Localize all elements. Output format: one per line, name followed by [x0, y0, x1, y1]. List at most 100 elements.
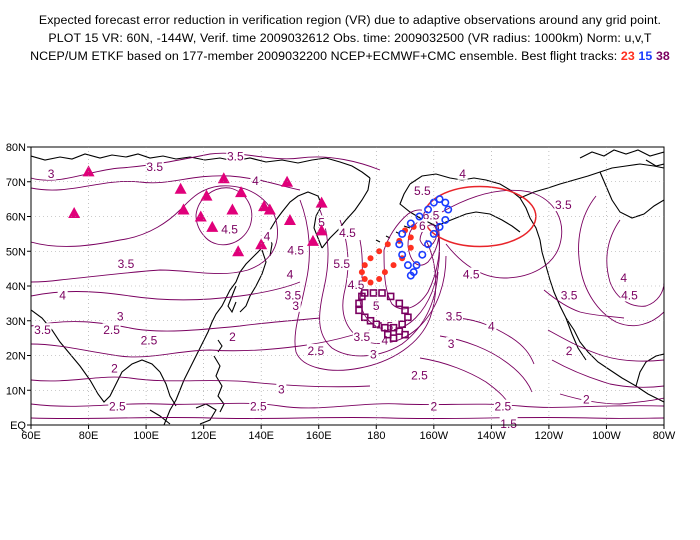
y-tick-label: 80N	[6, 142, 26, 154]
contour-label-bg	[499, 417, 518, 430]
raob-triangle	[315, 224, 328, 236]
contour-label: 2.5	[103, 323, 120, 337]
contour-label: 3	[370, 348, 377, 362]
contour-label-bg	[379, 333, 390, 347]
track-38-point	[398, 320, 406, 329]
contour-line	[31, 329, 371, 358]
contour-label: 3	[117, 309, 124, 323]
contour-label-bg	[347, 278, 366, 291]
contour-label-bg	[290, 298, 301, 312]
x-tick-label: 120W	[535, 430, 564, 442]
raob-triangle	[217, 172, 230, 184]
track-23-point	[367, 255, 374, 262]
contour-line	[31, 402, 664, 409]
contour-label-bg	[462, 267, 481, 281]
y-tick-label: 60N	[6, 212, 26, 224]
contour-label-bg	[554, 198, 573, 212]
track-23-point	[361, 276, 368, 283]
contour-label-bg	[446, 337, 457, 351]
track-15-label: 15	[638, 49, 653, 63]
track-23-point	[410, 223, 417, 230]
contour-label-bg	[375, 319, 394, 333]
contour-label-bg	[284, 267, 295, 281]
contour-label: 3	[448, 337, 455, 351]
x-tick-label: 80W	[653, 430, 676, 442]
contour-label: 4.5	[377, 320, 394, 334]
y-tick-label: 70N	[6, 177, 26, 189]
contour-label: 4.5	[348, 278, 365, 292]
coast-kamchatka	[321, 177, 371, 249]
raob-triangle	[232, 245, 245, 257]
contour-label-bg	[108, 399, 127, 413]
coast-canada-islands	[579, 149, 664, 159]
contour-label: 3	[278, 382, 285, 396]
track-38-point	[369, 289, 378, 297]
contour-labels: 3 3.53.544.5 4 4.555.53.543.532.522.52.5 2.5…	[33, 149, 639, 431]
contour-label-bg	[417, 218, 428, 232]
raob-triangle	[281, 175, 294, 187]
track-23-point	[376, 276, 383, 283]
contour-label-bg	[564, 344, 575, 358]
contour-label-bg	[338, 225, 357, 239]
raob-triangle	[283, 213, 296, 225]
contour-label-bg	[618, 271, 629, 285]
raob-triangle	[315, 196, 328, 208]
track-23-point	[390, 262, 397, 269]
track-23-point	[361, 262, 368, 269]
contour-label-bg	[413, 184, 432, 198]
contour-label: 2.5	[109, 400, 126, 414]
raob-triangle	[68, 207, 81, 219]
track-38-point	[401, 330, 409, 339]
contour-label-bg	[306, 344, 325, 358]
contour-line	[195, 187, 253, 246]
x-tick-label: 140W	[477, 430, 506, 442]
contour-label: 4.5	[339, 226, 356, 240]
contour-label-bg	[352, 330, 371, 344]
contour-label-bg	[250, 173, 261, 187]
y-tick-label: 50N	[6, 246, 26, 258]
contour-label-bg	[46, 166, 57, 180]
raob-triangle	[206, 220, 219, 232]
contour-line	[578, 195, 664, 326]
track-23-point	[381, 269, 388, 276]
contour-label-bg	[286, 243, 305, 257]
x-tick-label: 160E	[306, 430, 332, 442]
contour-label: 4.5	[287, 243, 304, 257]
track-23-point	[367, 279, 374, 286]
track-15-point	[441, 215, 450, 224]
contour-label: 5.5	[333, 257, 350, 271]
contour-label-bg	[444, 309, 463, 323]
raob-triangle	[174, 182, 187, 194]
y-tick-label: 10N	[6, 385, 26, 397]
contour-label: 4.5	[463, 268, 480, 282]
contour-label: 3	[48, 167, 55, 181]
contour-label-bg	[332, 257, 351, 271]
raob-triangle	[194, 210, 207, 222]
contour-label: 3.5	[561, 288, 578, 302]
contour-label-bg	[371, 298, 382, 312]
contour-line	[31, 416, 664, 420]
track-38-point	[355, 299, 363, 308]
contour-label-bg	[428, 399, 439, 413]
contour-label: 4	[252, 174, 259, 188]
contour-label-bg	[226, 149, 245, 163]
contour-label-bg	[486, 319, 497, 333]
track-38-point	[401, 306, 409, 315]
coast-sumatra	[149, 409, 171, 425]
contour-label: 2	[430, 400, 437, 414]
x-tick-label: 180	[367, 430, 385, 442]
raob-triangle	[306, 234, 319, 246]
contour-label: 3.5	[354, 330, 371, 344]
contour-label: 6	[419, 219, 426, 233]
contour-line	[31, 185, 278, 283]
contour-line	[551, 359, 664, 388]
track-15-point	[424, 240, 433, 249]
contour-label: 4	[488, 320, 495, 334]
contour-line	[31, 152, 381, 181]
x-tick-label: 100E	[133, 430, 159, 442]
contour-line	[31, 376, 371, 388]
track-15-point	[444, 205, 453, 214]
x-tick-label: 160W	[419, 430, 448, 442]
contour-label-bg	[109, 361, 120, 375]
